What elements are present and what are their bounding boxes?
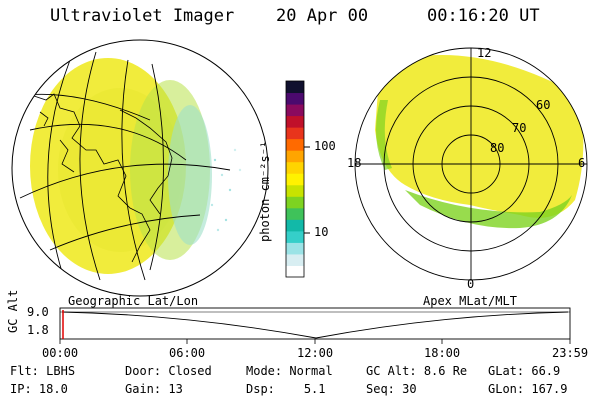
colorbar-swatch [286,138,304,151]
geographic-globe [11,39,269,297]
footer-door: Door: Closed [125,364,212,378]
colorbar-unit-label: photon cm⁻²s⁻¹ [258,140,272,242]
colorbar-swatch [286,253,304,266]
timeline-xtick-1200: 12:00 [297,346,334,360]
gc-alt-timeline [59,307,571,344]
altitude-curve [61,311,569,339]
colorbar [285,80,310,278]
mlt-label-0: 0 [467,277,475,291]
mlt-label-18: 18 [347,156,362,170]
colorbar-swatch [286,104,304,117]
colorbar-swatch [286,150,304,163]
colorbar-swatch [286,127,304,140]
globe-noise [210,148,242,232]
colorbar-swatch [286,173,304,186]
footer-dsp: Dsp: 5.1 [246,382,326,396]
globe-coastlines [33,93,173,263]
footer-mode: Mode: Normal [246,364,333,378]
footer-gain: Gain: 13 [125,382,183,396]
colorbar-swatch [286,115,304,128]
footer-flt: Flt: LBHS [10,364,76,378]
colorbar-tick-100: 100 [314,139,336,153]
timeline-xtick-2359: 23:59 [552,346,589,360]
footer-seq: Seq: 30 [366,382,417,396]
colorbar-swatch [286,219,304,232]
colorbar-swatch [286,196,304,209]
colorbar-tick-10: 10 [314,225,329,239]
apex-caption: Apex MLat/MLT [423,294,517,308]
globe-outline [11,39,269,297]
footer-gc-alt: GC Alt: 8.6 Re [366,364,468,378]
timeline-xtick-1800: 18:00 [424,346,461,360]
colorbar-swatch [286,161,304,174]
apex-polar-plot [354,47,588,281]
timeline-xtick-0600: 06:00 [169,346,206,360]
colorbar-swatch [286,92,304,105]
mlt-label-6: 6 [578,156,586,170]
colorbar-swatch [286,242,304,255]
instrument-title: Ultraviolet Imager [50,6,235,26]
timeline-xtick-0000: 00:00 [42,346,79,360]
colorbar-swatch [286,184,304,197]
lat-label-70: 70 [512,121,527,135]
lat-label-60: 60 [536,98,551,112]
colorbar-swatch [286,81,304,94]
footer-ip: IP: 18.0 [10,382,68,396]
footer-glon: GLon: 167.9 [488,382,568,396]
colorbar-swatch [286,207,304,220]
lat-label-80: 80 [490,141,505,155]
geographic-caption: Geographic Lat/Lon [68,294,199,308]
colorbar-swatch [286,265,304,278]
footer-glat: GLat: 66.9 [488,364,561,378]
colorbar-swatch [286,230,304,243]
timeline-ytick-9: 9.0 [27,305,49,319]
mlt-label-12: 12 [477,46,492,60]
date-label: 20 Apr 00 [276,6,369,26]
timeline-ytick-1-8: 1.8 [27,323,49,337]
time-label: 00:16:20 UT [427,6,540,26]
timeline-axis-label: GC Alt [6,289,20,333]
